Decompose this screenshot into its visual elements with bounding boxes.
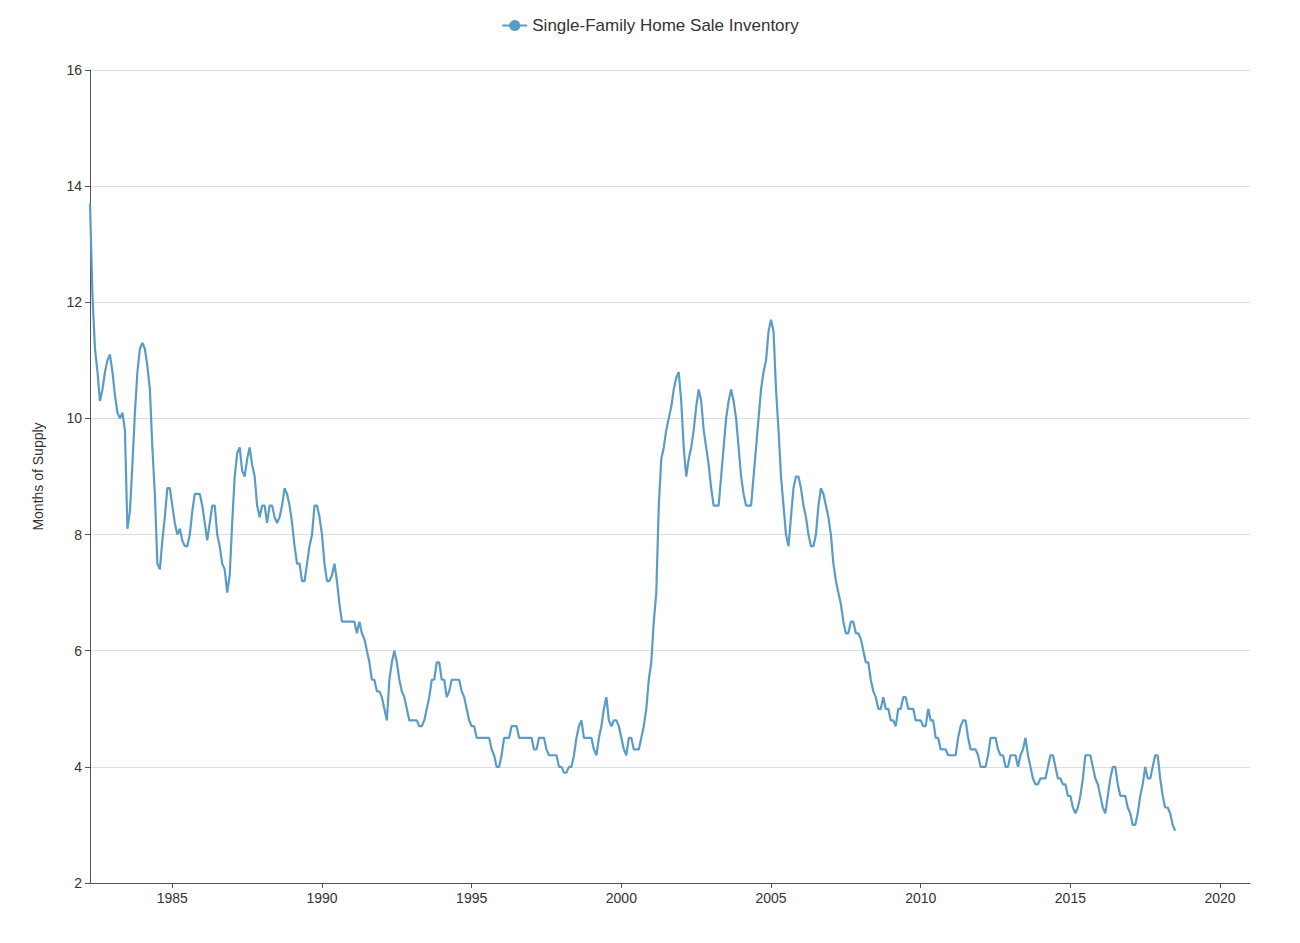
svg-text:Single-Family Home Sale Invent: Single-Family Home Sale Inventory	[532, 16, 799, 35]
svg-text:2000: 2000	[606, 890, 637, 906]
svg-text:6: 6	[74, 643, 82, 659]
svg-text:16: 16	[66, 62, 82, 78]
svg-text:2020: 2020	[1204, 890, 1235, 906]
svg-text:2: 2	[74, 875, 82, 891]
svg-text:8: 8	[74, 527, 82, 543]
svg-text:2005: 2005	[755, 890, 786, 906]
svg-text:4: 4	[74, 759, 82, 775]
svg-text:2010: 2010	[905, 890, 936, 906]
svg-text:14: 14	[66, 178, 82, 194]
svg-text:1985: 1985	[157, 890, 188, 906]
svg-text:1995: 1995	[456, 890, 487, 906]
svg-text:Months of Supply: Months of Supply	[30, 422, 46, 530]
svg-text:10: 10	[66, 410, 82, 426]
svg-text:2015: 2015	[1055, 890, 1086, 906]
svg-text:1990: 1990	[306, 890, 337, 906]
svg-text:12: 12	[66, 294, 82, 310]
